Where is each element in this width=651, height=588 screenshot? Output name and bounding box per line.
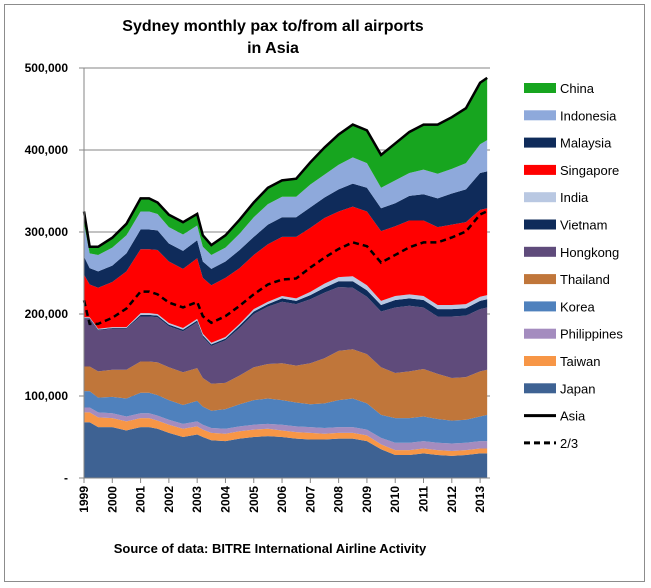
chart-title-line-1: Sydney monthly pax to/from all airports	[122, 18, 423, 35]
area-vietnam	[84, 281, 488, 346]
x-tick-label: 2006	[275, 486, 289, 513]
legend-swatch-indonesia	[524, 110, 556, 121]
x-tick-label: 2005	[247, 486, 261, 513]
y-tick-label: 300,000	[25, 225, 69, 239]
legend-swatch-taiwan	[524, 356, 556, 366]
y-tick-label: 200,000	[25, 307, 69, 321]
x-tick-label: 2012	[445, 486, 459, 513]
y-tick-label: 500,000	[25, 61, 69, 75]
legend-label: Korea	[560, 299, 595, 314]
axes	[83, 68, 490, 479]
legend-label: Philippines	[560, 327, 623, 342]
legend-label: China	[560, 81, 595, 96]
legend-swatch-philippines	[524, 328, 556, 339]
line-asia-total	[82, 76, 488, 249]
x-tick-label: 2003	[190, 486, 204, 513]
legend-label: Taiwan	[560, 354, 600, 369]
x-tick-label: 2002	[162, 486, 176, 513]
legend-swatch-thailand	[524, 274, 556, 285]
legend-swatch-korea	[524, 301, 556, 312]
x-tick-label: 2009	[360, 486, 374, 513]
legend-label: Singapore	[560, 163, 619, 178]
stacked-areas	[84, 77, 488, 478]
area-korea	[84, 391, 488, 444]
area-malaysia	[84, 171, 488, 288]
y-tick-label: -	[64, 471, 68, 485]
source-note: Source of data: BITRE International Airl…	[114, 541, 427, 556]
line-two-thirds	[82, 210, 488, 326]
legend: China Indonesia Malaysia Singapore India Viet…	[524, 81, 623, 451]
legend-swatch-vietnam	[524, 219, 556, 230]
legend-label: Indonesia	[560, 108, 617, 123]
area-philippines	[84, 407, 488, 451]
area-singapore	[84, 206, 488, 343]
legend-swatch-japan	[524, 383, 556, 394]
legend-label: India	[560, 190, 589, 205]
x-tick-label: 2004	[218, 486, 232, 513]
x-tick-label: 1999	[77, 486, 91, 513]
legend-label: Thailand	[560, 272, 610, 287]
x-axis-ticks: 1999 2000 2001 2002 2003 2004 2005 2006 2007 2008…	[77, 478, 487, 513]
x-tick-label: 2013	[473, 486, 487, 513]
x-tick-label: 2008	[332, 486, 346, 513]
legend-swatch-singapore	[524, 164, 556, 175]
y-tick-label: 400,000	[25, 143, 69, 157]
legend-label: Japan	[560, 381, 595, 396]
x-tick-label: 2007	[303, 486, 317, 513]
x-tick-label: 2011	[417, 486, 431, 512]
area-india	[84, 276, 488, 345]
area-hongkong	[84, 286, 488, 384]
legend-swatch-malaysia	[524, 137, 556, 148]
y-tick-label: 100,000	[25, 389, 69, 403]
area-taiwan	[84, 412, 488, 456]
x-tick-label: 2000	[105, 486, 119, 513]
area-thailand	[84, 349, 488, 421]
legend-label: 2/3	[560, 436, 578, 451]
total-lines	[82, 76, 488, 326]
legend-label: Asia	[560, 409, 586, 424]
x-tick-label: 2001	[134, 486, 148, 513]
legend-swatch-china	[524, 83, 556, 93]
legend-swatch-india	[524, 192, 556, 203]
area-indonesia	[84, 140, 488, 272]
area-china	[84, 77, 488, 255]
area-japan	[84, 422, 488, 478]
legend-label: Malaysia	[560, 136, 612, 151]
y-axis-ticks: - 100,000 200,000 300,000 400,000 500,000	[25, 61, 84, 485]
chart-title-line-2: in Asia	[247, 40, 299, 57]
legend-label: Hongkong	[560, 245, 619, 260]
x-tick-label: 2010	[388, 486, 402, 513]
legend-label: Vietnam	[560, 218, 607, 233]
legend-swatch-hongkong	[524, 246, 556, 257]
